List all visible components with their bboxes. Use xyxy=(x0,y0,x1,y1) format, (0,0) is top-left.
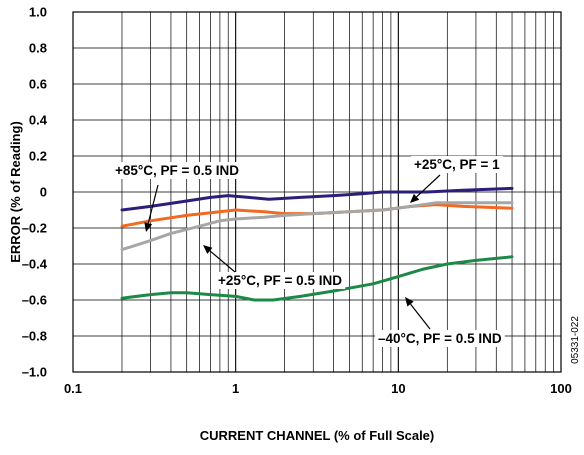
annotation-25c-pf05: +25°C, PF = 0.5 IND xyxy=(203,245,346,289)
annotation-25c-pf1: +25°C, PF = 1 xyxy=(410,156,504,203)
annotation-85c-pf05: +85°C, PF = 0.5 IND xyxy=(112,162,243,232)
series-layer xyxy=(120,186,514,302)
figure-id: 05331-022 xyxy=(570,316,581,364)
annotation-label: +25°C, PF = 1 xyxy=(414,157,500,172)
y-tick-label: –0.6 xyxy=(22,293,47,308)
y-axis-title: ERROR (% of Reading) xyxy=(8,121,23,263)
tick-labels: 1.0 0.8 0.6 0.4 0.2 0 –0.2 –0.4 –0.6 –0.8 –1.0 0.1 1… xyxy=(22,5,572,397)
x-tick-label: 0.1 xyxy=(64,381,82,396)
series-line-2 xyxy=(120,201,514,252)
grid xyxy=(73,12,561,372)
x-axis-title: CURRENT CHANNEL (% of Full Scale) xyxy=(200,428,435,443)
y-tick-label: –0.4 xyxy=(22,257,48,272)
y-tick-label: 0.2 xyxy=(29,149,47,164)
y-tick-label: 0.8 xyxy=(29,41,47,56)
series-line-1 xyxy=(120,203,514,228)
y-tick-label: –0.8 xyxy=(22,329,47,344)
plot-frame xyxy=(72,11,562,373)
series-line-0 xyxy=(120,186,514,212)
y-tick-label: –1.0 xyxy=(22,365,47,380)
series-line-3 xyxy=(120,255,514,302)
annotation-m40c-pf05: –40°C, PF = 0.5 IND xyxy=(375,297,505,347)
annotation-label: –40°C, PF = 0.5 IND xyxy=(378,331,502,346)
x-tick-label: 10 xyxy=(391,381,405,396)
y-tick-label: 0.6 xyxy=(29,77,47,92)
annotation-label: +85°C, PF = 0.5 IND xyxy=(115,163,239,178)
y-tick-label: 0 xyxy=(40,185,47,200)
y-tick-label: –0.2 xyxy=(22,221,47,236)
annotation-label: +25°C, PF = 0.5 IND xyxy=(218,273,342,288)
y-tick-label: 0.4 xyxy=(29,113,48,128)
x-tick-label: 1 xyxy=(232,381,239,396)
x-tick-label: 100 xyxy=(550,381,572,396)
y-tick-label: 1.0 xyxy=(29,5,47,20)
